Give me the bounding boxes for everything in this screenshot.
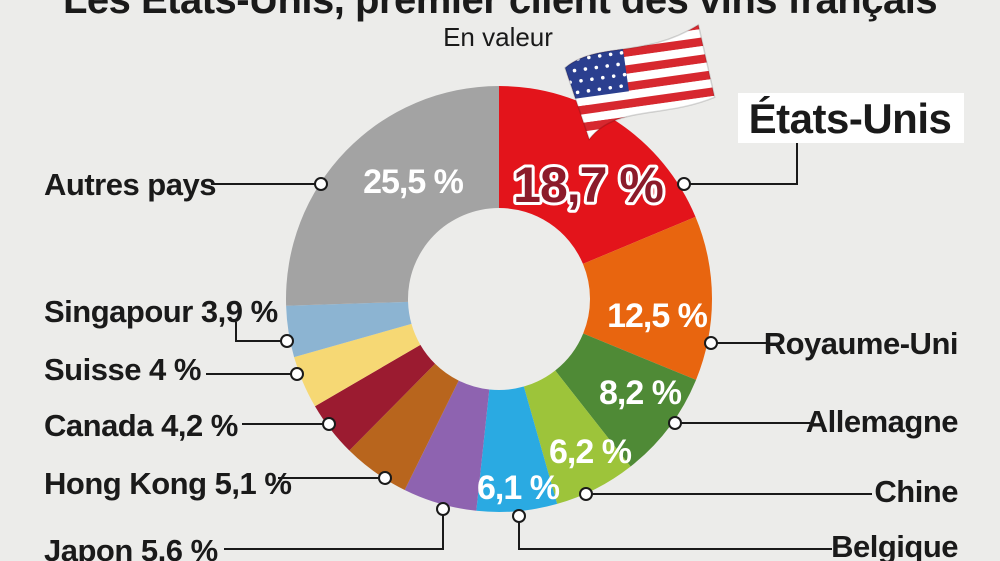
category-label-belgique: Belgique [831,529,958,561]
leader-line [518,516,832,550]
value-label-belgique: 6,1 % [477,469,560,507]
leader-dot [378,471,392,485]
value-label-royaume-uni: 12,5 % [607,297,708,335]
category-label-singapour: Singapour 3,9 % [44,294,278,329]
leader-line [224,509,444,550]
category-label-royaume-uni: Royaume-Uni [764,326,958,361]
value-label-autres-pays: 25,5 % [363,163,464,201]
leader-line [235,322,287,342]
category-label-suisse: Suisse 4 % [44,352,201,387]
category-label-autres-pays: Autres pays [44,167,216,202]
value-label-allemagne: 8,2 % [599,374,682,412]
category-label-hong-kong: Hong Kong 5,1 % [44,466,291,501]
category-label-canada: Canada 4,2 % [44,408,238,443]
value-label-etats-unis: 18,7 % [513,157,663,213]
highlight-label-box [738,93,964,143]
slice-chine [523,370,631,504]
leader-dot [579,487,593,501]
category-label-etats-unis: États-Unis [749,95,952,142]
leader-dot [280,334,294,348]
slice-allemagne [555,333,697,467]
category-label-chine: Chine [874,474,958,509]
leader-line [684,143,798,185]
slice-japon [404,380,490,511]
slice-royaume-uni [582,216,713,380]
slice-singapour [286,301,412,358]
slice-canada [314,344,436,451]
category-label-allemagne: Allemagne [806,404,959,439]
leader-dot [314,177,328,191]
leader-dot [668,416,682,430]
slice-autres-pays [286,86,499,306]
leader-dot [677,177,691,191]
value-label-chine: 6,2 % [549,433,632,471]
slice-etats-unis [499,86,696,264]
leader-dot [436,502,450,516]
leader-dot [704,336,718,350]
chart-subtitle: En valeur [443,22,553,52]
leader-dot [322,417,336,431]
leader-dot [290,367,304,381]
slice-suisse [294,323,421,407]
slice-hong-kong [349,363,459,490]
leader-dot [512,509,526,523]
slice-belgique [476,386,558,513]
category-label-japon: Japon 5,6 % [44,533,218,561]
chart-title: Les États-Unis, premier client des vins … [62,0,938,22]
